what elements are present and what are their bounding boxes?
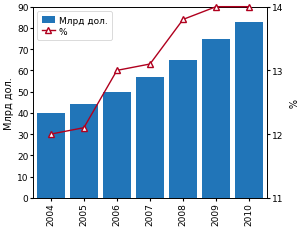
Bar <box>136 77 164 198</box>
% <box>181 19 185 22</box>
% <box>248 6 251 9</box>
Bar <box>235 22 263 198</box>
Y-axis label: Млрд дол.: Млрд дол. <box>4 76 14 129</box>
Bar <box>70 105 98 198</box>
% <box>49 133 52 136</box>
Y-axis label: %: % <box>286 98 296 107</box>
Bar <box>103 92 131 198</box>
% <box>115 70 119 72</box>
% <box>214 6 218 9</box>
% <box>82 127 86 130</box>
Legend: Млрд дол., %: Млрд дол., % <box>37 12 112 41</box>
Bar <box>169 60 197 198</box>
% <box>148 63 152 66</box>
Bar <box>37 113 65 198</box>
Line: %: % <box>48 5 252 137</box>
Bar <box>202 39 230 198</box>
